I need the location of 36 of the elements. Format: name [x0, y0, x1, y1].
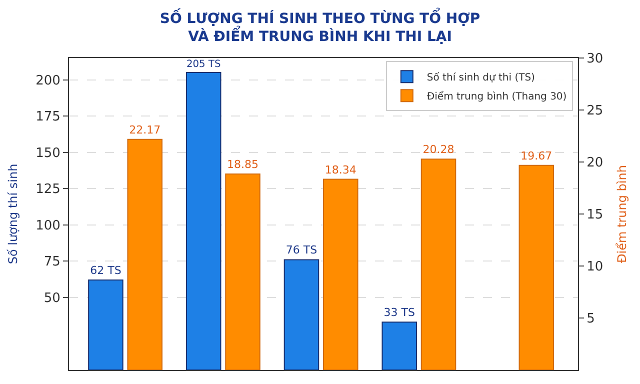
data-label: 20.28	[422, 143, 454, 156]
y2-axis-title: Điểm trung bình	[615, 165, 630, 263]
chart-title: SỐ LƯỢNG THÍ SINH THEO TỪNG TỔ HỢP VÀ ĐIỂM TRUNG BÌNH KHI THI LẠI	[160, 7, 480, 46]
bar	[284, 259, 320, 370]
y-tick-label: 125	[36, 182, 60, 198]
y-tick-label: 200	[36, 73, 60, 88]
y2-tick-label: 25	[586, 104, 604, 119]
data-label: 33 TS	[384, 306, 415, 320]
bar	[127, 138, 162, 370]
y-tick-label: 175	[36, 110, 60, 125]
y2-tick-label: 20	[586, 156, 604, 171]
bar	[323, 178, 358, 370]
y2-tick-label: 30	[586, 52, 604, 67]
bar	[88, 280, 124, 370]
data-label: 18.85	[227, 158, 258, 171]
y-tick-label: 50	[44, 290, 60, 306]
bar	[186, 72, 222, 370]
bar	[225, 173, 260, 370]
bar	[382, 322, 417, 370]
y-tick-label: 75	[44, 254, 60, 270]
y2-tick-label: 5	[586, 312, 595, 327]
legend-label: Số thí sinh dự thi (TS)	[426, 72, 536, 84]
data-label: 205 TS	[186, 58, 221, 70]
data-label: 22.17	[129, 123, 161, 136]
y-tick-label: 150	[36, 146, 60, 161]
data-label: 62 TS	[90, 264, 122, 278]
legend-label: Điểm trung bình (Thang 30)	[426, 90, 567, 103]
bar	[420, 158, 456, 370]
data-label: 18.34	[324, 163, 356, 176]
y2-tick-label: 15	[586, 208, 604, 223]
y-axis-title: Số lượng thí sinh	[6, 164, 20, 264]
data-label: 19.67	[520, 149, 552, 162]
y2-tick-label: 10	[586, 260, 604, 275]
y-tick-label: 100	[36, 218, 60, 234]
data-label: 76 TS	[286, 244, 318, 257]
bar	[518, 164, 554, 370]
